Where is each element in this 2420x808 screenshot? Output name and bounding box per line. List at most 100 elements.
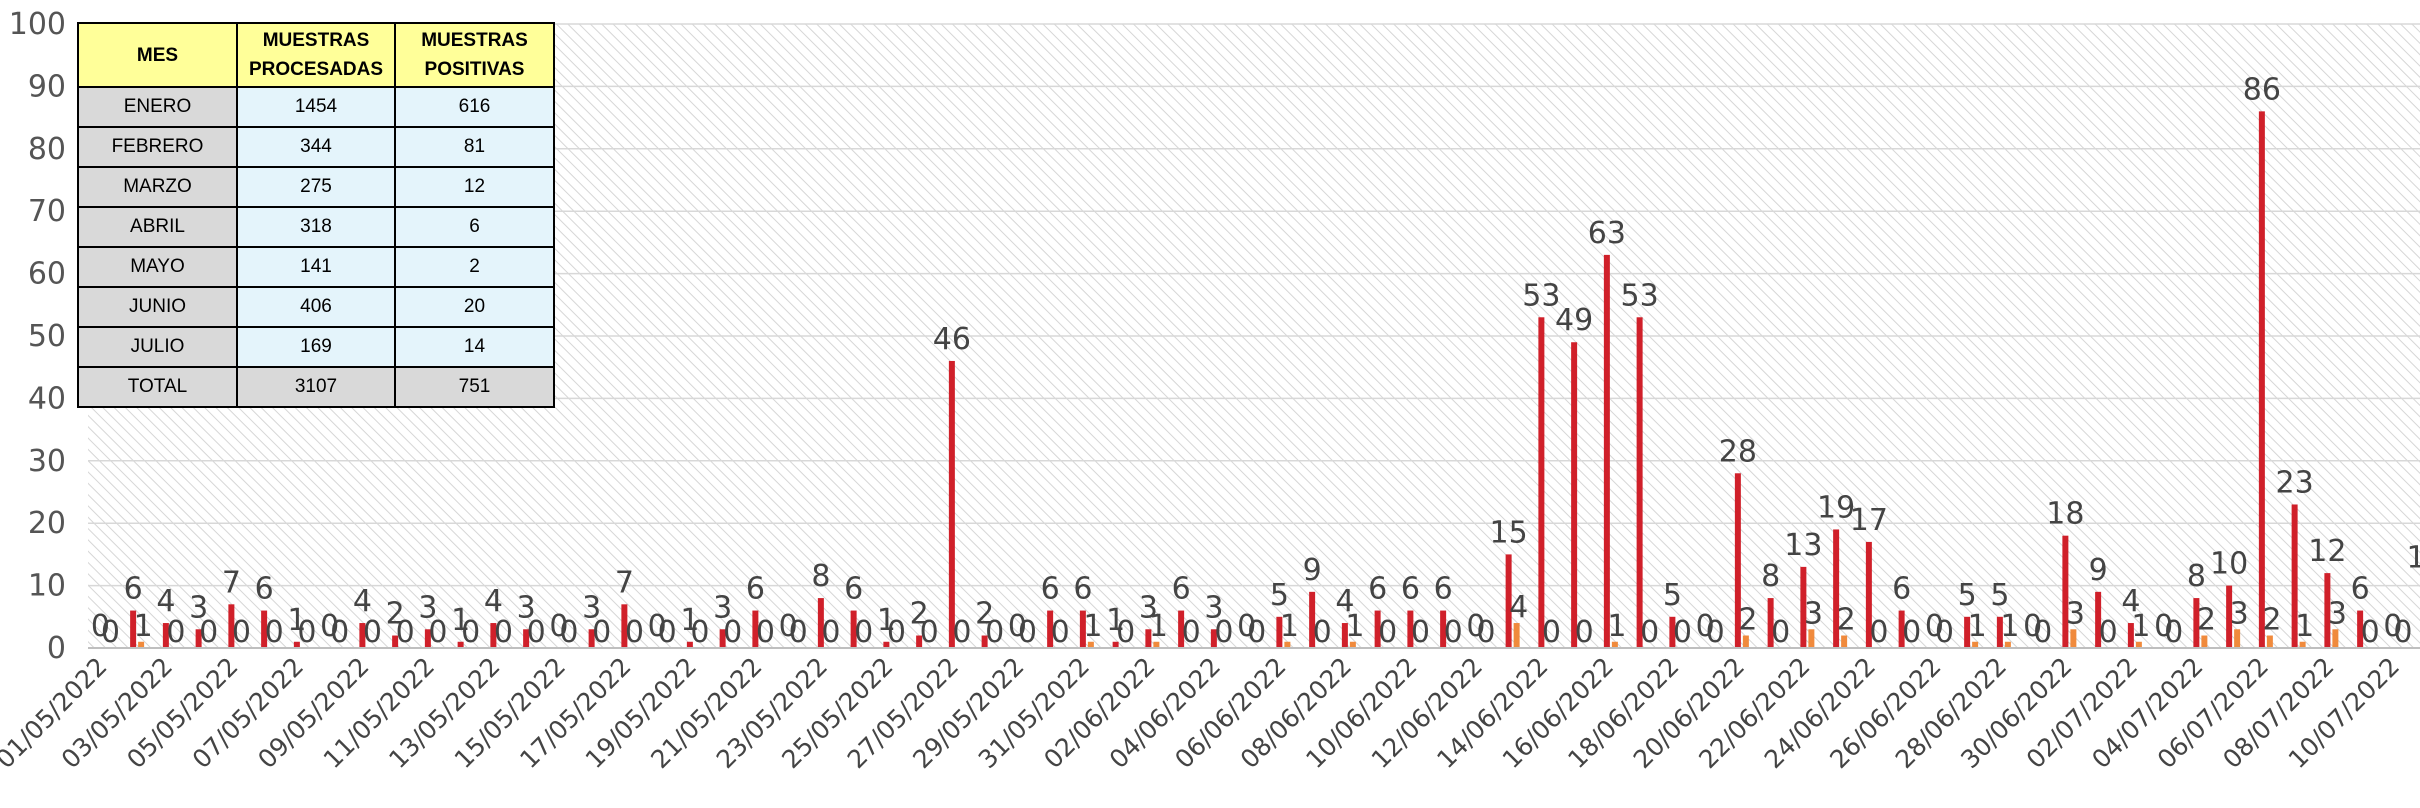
data-label-series1: 0 [1696, 609, 1715, 644]
data-label-series2: 0 [658, 615, 677, 650]
data-label-series1: 6 [1401, 572, 1420, 607]
data-label-series2: 0 [592, 615, 611, 650]
y-tick-label: 0 [47, 631, 66, 666]
month-cell: ABRIL [77, 206, 238, 248]
bar-series1 [948, 360, 955, 648]
data-label-series2: 0 [1313, 615, 1332, 650]
data-label-series2: 0 [2033, 615, 2052, 650]
data-label-series2: 0 [297, 615, 316, 650]
data-label-series1: 49 [1555, 303, 1593, 338]
bar-series1 [1800, 566, 1807, 648]
bar-series1 [981, 635, 988, 648]
data-label-series1: 6 [1172, 572, 1191, 607]
bar-series2 [2332, 629, 2339, 648]
data-label-series1: 1 [877, 603, 896, 638]
data-label-series1: 7 [615, 565, 634, 600]
data-label-series1: 2 [386, 597, 405, 632]
data-label-series1: 0 [1237, 609, 1256, 644]
data-label-series2: 0 [887, 615, 906, 650]
data-label-series2: 1 [2131, 609, 2150, 644]
data-label-series1: 15 [1490, 515, 1528, 550]
y-tick-label: 90 [28, 69, 66, 104]
data-label-series1: 6 [1041, 572, 1060, 607]
data-label-series1: 7 [222, 565, 241, 600]
data-label-series2: 0 [1247, 615, 1266, 650]
bar-series1 [588, 629, 595, 648]
positive-cell: 751 [394, 366, 555, 408]
data-label-series2: 4 [1509, 590, 1528, 625]
data-label-series1: 0 [1925, 609, 1944, 644]
bar-series2 [1153, 641, 1160, 648]
data-label-series1: 6 [746, 572, 765, 607]
positive-cell: 81 [394, 126, 555, 168]
data-label-series2: 0 [330, 615, 349, 650]
data-label-series1: 0 [2023, 609, 2042, 644]
y-axis: 0 10 20 30 40 50 60 70 80 90 100 [9, 7, 66, 666]
positive-cell: 12 [394, 166, 555, 208]
bar-series1 [359, 623, 366, 648]
bar-series1 [2226, 585, 2233, 648]
bar-series1 [293, 641, 300, 648]
data-label-series2: 0 [920, 615, 939, 650]
data-label-series1: 5 [1958, 578, 1977, 613]
data-label-series1: 0 [648, 609, 667, 644]
bar-series2 [1742, 635, 1749, 648]
data-label-series2: 0 [396, 615, 415, 650]
bar-series1 [2357, 610, 2364, 648]
bar-series1 [1210, 629, 1217, 648]
bar-series2 [1513, 623, 1520, 648]
y-tick-label: 60 [28, 257, 66, 292]
data-label-series1: 46 [933, 322, 971, 357]
data-label-series2: 1 [1280, 609, 1299, 644]
data-label-series1: 2 [910, 597, 929, 632]
bar-series1 [2258, 111, 2265, 649]
data-label-series2: 0 [494, 615, 513, 650]
positive-cell: 6 [394, 206, 555, 248]
data-label-series2: 0 [232, 615, 251, 650]
processed-cell: 1454 [236, 86, 396, 128]
processed-cell: 141 [236, 246, 396, 288]
table-total-row: TOTAL 3107 751 [77, 366, 555, 408]
data-label-series1: 3 [713, 590, 732, 625]
bar-series2 [138, 641, 145, 648]
data-label-series1: 4 [1335, 584, 1354, 619]
summary-table: MES MUESTRAS PROCESADAS MUESTRAS POSITIV… [77, 22, 555, 408]
data-label-series1: 3 [517, 590, 536, 625]
data-label-series1: 4 [2121, 584, 2140, 619]
data-label-series2: 0 [559, 615, 578, 650]
bar-series1 [1767, 598, 1774, 648]
table-row: JULIO 169 14 [77, 326, 555, 368]
month-cell: MARZO [77, 166, 238, 208]
data-label-series2: 1 [1149, 609, 1168, 644]
data-label-series1: 28 [1719, 434, 1757, 469]
data-label-series2: 0 [101, 615, 120, 650]
header-positivas: MUESTRAS POSITIVAS [394, 22, 555, 88]
y-tick-label: 50 [28, 319, 66, 354]
bar-series1 [817, 598, 824, 648]
bar-series1 [195, 629, 202, 648]
bar-series1 [1603, 254, 1610, 648]
data-label-series1: 18 [2046, 497, 2084, 532]
data-label-series1: 10 [2210, 547, 2248, 582]
bar-series1 [523, 629, 530, 648]
bar-series1 [1636, 317, 1643, 648]
data-label-series1: 3 [1204, 590, 1223, 625]
data-label-series1: 3 [582, 590, 601, 625]
data-label-series1: 0 [779, 609, 798, 644]
bar-series1 [1833, 529, 1840, 648]
bar-series2 [1349, 641, 1356, 648]
bar-series1 [261, 610, 268, 648]
data-label-series2: 2 [2197, 603, 2216, 638]
bar-series2 [1611, 641, 1618, 648]
data-label-series1: 3 [1139, 590, 1158, 625]
data-label-series1: 1 [680, 603, 699, 638]
data-label-series2: 1 [1607, 609, 1626, 644]
bar-series1 [1276, 616, 1283, 648]
data-label-series1: 5 [1990, 578, 2009, 613]
processed-cell: 318 [236, 206, 396, 248]
bar-series1 [2062, 535, 2069, 648]
data-label-series1: 53 [1621, 278, 1659, 313]
data-label-series2: 0 [1575, 615, 1594, 650]
bar-series1 [130, 610, 137, 648]
